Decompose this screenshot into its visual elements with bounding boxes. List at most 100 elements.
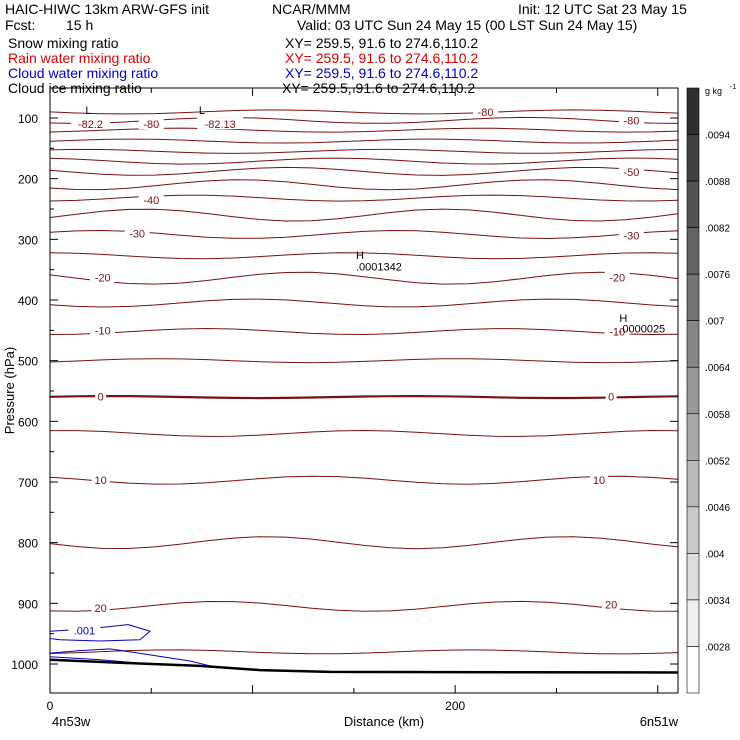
temperature-contour-line: [49, 536, 679, 550]
colorbar-label: .0082: [705, 224, 730, 235]
temperature-label: -80: [143, 119, 159, 131]
y-tick-label: 900: [18, 597, 38, 611]
temperature-contour-line: [49, 475, 679, 485]
y-axis: 1002003004005006007008009001000Pressure …: [2, 112, 678, 672]
extremum-marker: H: [356, 250, 364, 262]
temperature-contour-line: [49, 138, 679, 144]
y-tick-label: 600: [18, 415, 38, 429]
valid-time: Valid: 03 UTC Sun 24 May 15 (00 LST Sun …: [297, 17, 638, 33]
temperature-contour-line: [49, 157, 679, 165]
contour-label-bg: [124, 226, 150, 239]
extremum-value: .0001342: [356, 262, 402, 274]
temperature-contour-line: [49, 327, 679, 336]
contour-label-bg: [91, 601, 110, 614]
contour-label-bg: [618, 113, 644, 126]
model-title: HAIC-HIWC 13km ARW-GFS init: [5, 1, 210, 17]
temperature-label: -82.2: [78, 119, 103, 131]
temperature-contour-line: [50, 429, 679, 437]
colorbar-label: .0064: [705, 363, 730, 374]
temperature-contour-line: [49, 252, 679, 260]
temperature-label: 0: [98, 391, 104, 403]
y-tick-label: 500: [18, 355, 38, 369]
temperature-contour-line: [49, 358, 679, 364]
contour-label-bg: [91, 473, 110, 486]
colorbar-label: .0028: [705, 642, 730, 653]
colorbar-segment: [686, 599, 700, 647]
y-tick-label: 800: [18, 537, 38, 551]
field-cloudwater-name: Cloud water mixing ratio: [8, 65, 159, 81]
y-tick-label: 300: [18, 233, 38, 247]
contour-label-bg: [604, 270, 630, 283]
field-snow-name: Snow mixing ratio: [8, 35, 119, 51]
y-tick-label: 400: [18, 294, 38, 308]
colorbar-label: .0046: [705, 503, 730, 514]
contour-labels: -82.2 -80 -82.13 -80 -80 -50 -40 -30 -30 -20 -20 -1…: [68, 104, 665, 638]
extremum-marker: H: [619, 313, 627, 325]
colorbar-label: .007: [705, 317, 725, 328]
contour-label-bg: [71, 117, 111, 130]
temperature-label: -40: [143, 195, 159, 207]
temperature-label: -80: [623, 115, 639, 127]
cloud-water-contour: [49, 648, 211, 667]
terrain-line: [49, 658, 679, 674]
contour-label-bg: [95, 389, 107, 402]
colorbar-label: .0034: [705, 596, 730, 607]
plot-frame: [49, 87, 679, 694]
colorbar-unit: g kg: [705, 86, 722, 96]
extremum-value: .0000025: [619, 324, 665, 336]
temperature-contour-line: [49, 109, 679, 115]
y-axis-label: Pressure (hPa): [2, 347, 17, 434]
contour-label-bg: [602, 597, 621, 610]
org-label: NCAR/MMM: [272, 1, 351, 17]
x-tick-label: 200: [445, 699, 465, 713]
field-rain-xy: XY= 259.5, 91.6 to 274.6,110.2: [285, 50, 479, 66]
colorbar-segment: [686, 460, 700, 508]
field-rain-name: Rain water mixing ratio: [8, 50, 151, 66]
colorbar-label: .004: [705, 549, 725, 560]
temperature-label: -10: [95, 325, 111, 337]
init-time: Init: 12 UTC Sat 23 May 15: [518, 1, 687, 17]
colorbar-segment: [686, 646, 700, 694]
temperature-label: -50: [623, 167, 639, 179]
colorbar-segment: [686, 553, 700, 601]
forecast-label: Fcst:: [5, 17, 36, 33]
temperature-label: -20: [609, 273, 625, 285]
contour-label-bg: [589, 473, 608, 486]
colorbar-segment: [686, 273, 700, 321]
contour-label-bg: [138, 192, 164, 205]
colorbar-unit-exponent: -1: [730, 84, 736, 91]
temperature-label: -20: [95, 273, 111, 285]
contour-label-bg: [197, 117, 244, 130]
y-tick-label: 1000: [11, 658, 38, 672]
temperature-contour-line: [49, 148, 679, 154]
x-tick-label: 0: [47, 699, 54, 713]
colorbar-segment: [686, 506, 700, 554]
field-cloudwater-xy: XY= 259.5, 91.6 to 274.6,110.2: [285, 65, 479, 81]
temperature-contour-line: [49, 166, 679, 176]
colorbar-label: .0076: [705, 270, 730, 281]
colorbar-label: .0094: [705, 131, 730, 142]
terrain-line: [49, 658, 679, 674]
temperature-label: 0: [608, 391, 614, 403]
temperature-label: -80: [478, 107, 494, 119]
contour-label-bg: [618, 228, 644, 241]
colorbar-segment: [686, 227, 700, 275]
colorbar-label: .0052: [705, 456, 730, 467]
colorbar: .0094 .0088 .0082 .0076 .007 .0064 .0058 .0052.…: [686, 84, 736, 694]
contour-label-bg: [138, 117, 164, 130]
x-left-location: 4n53w: [52, 714, 91, 729]
contour-label-bg: [618, 164, 644, 177]
y-tick-label: 100: [18, 112, 38, 126]
y-tick-label: 700: [18, 476, 38, 490]
field-snow-xy: XY= 259.5, 91.6 to 274.6,110.2: [285, 35, 479, 51]
temperature-contour-line: [49, 394, 679, 400]
temperature-contour-line: [49, 229, 679, 240]
temperature-contours: [49, 109, 679, 655]
cloud-water-label: .001: [74, 626, 95, 638]
temperature-contour-line: [49, 649, 679, 655]
temperature-label: -30: [129, 228, 145, 240]
colorbar-segment: [686, 87, 700, 135]
x-right-location: 6n51w: [640, 714, 679, 729]
temperature-label: 10: [95, 475, 107, 487]
